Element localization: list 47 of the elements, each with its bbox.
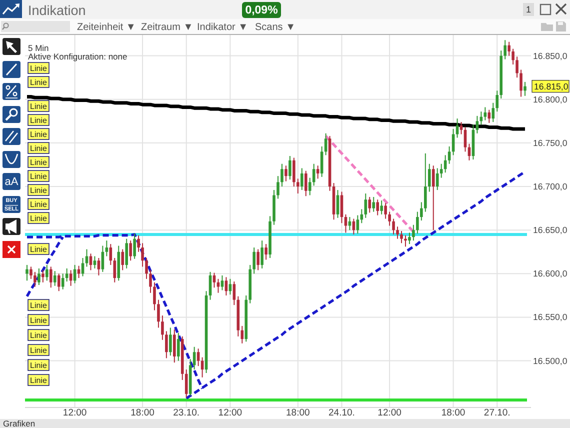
- annotation: Linie: [30, 186, 48, 194]
- x-tick-label: 12:00: [62, 408, 87, 418]
- text: aA: [4, 176, 19, 188]
- y-tick-label: 16.800,0: [533, 94, 568, 104]
- text: 0,09%: [245, 4, 278, 16]
- annotation: Linie: [30, 130, 48, 138]
- annotation: Linie: [30, 200, 48, 208]
- annotation: Linie: [30, 346, 48, 354]
- x-tick-label: 18:00: [286, 408, 310, 418]
- annotation: Linie: [30, 330, 48, 340]
- annotation: 5 Min: [28, 43, 50, 53]
- text: Zeitraum ▼: [141, 22, 194, 32]
- y-tick-label: 16.750,0: [533, 138, 568, 148]
- annotation: Linie: [30, 144, 48, 152]
- annotation: Linie: [30, 244, 48, 254]
- text: Grafiken: [3, 418, 36, 428]
- y-tick-label: 16.700,0: [533, 182, 568, 192]
- annotation: Linie: [30, 316, 48, 324]
- y-tick-label: 16.550,0: [533, 312, 568, 322]
- text: Zeiteinheit ▼: [77, 22, 136, 32]
- annotation: Linie: [30, 376, 48, 384]
- annotation: Linie: [30, 102, 48, 110]
- x-tick-label: 18:00: [130, 408, 154, 418]
- text: Scans ▼: [255, 22, 296, 32]
- annotation: Linie: [30, 78, 48, 86]
- chart-title: Indikation: [28, 2, 86, 18]
- x-tick-label: 23.10.: [173, 408, 200, 418]
- annotation: Linie: [30, 116, 48, 124]
- x-tick-label: 18:00: [441, 408, 466, 418]
- annotation: Linie: [30, 64, 48, 72]
- annotation: Linie: [30, 360, 48, 370]
- annotation: Aktive Konfiguration: none: [28, 52, 128, 62]
- text: 1: [526, 4, 532, 14]
- annotation: 16.815,0: [534, 81, 568, 92]
- x-tick-label: 12:00: [378, 408, 402, 418]
- x-tick-label: 27.10.: [484, 408, 510, 418]
- y-tick-label: 16.600,0: [533, 268, 568, 279]
- annotation: Linie: [30, 158, 48, 166]
- text: Indikator ▼: [197, 22, 248, 32]
- x-tick-label: 12:00: [218, 408, 242, 418]
- x-tick-label: 24.10.: [328, 408, 355, 418]
- annotation: Linie: [30, 214, 48, 222]
- y-tick-label: 16.650,0: [533, 225, 568, 236]
- y-tick-label: 16.500,0: [533, 356, 568, 366]
- y-tick-label: 16.850,0: [533, 50, 568, 61]
- annotation: Linie: [30, 172, 48, 180]
- annotation: Linie: [30, 300, 48, 310]
